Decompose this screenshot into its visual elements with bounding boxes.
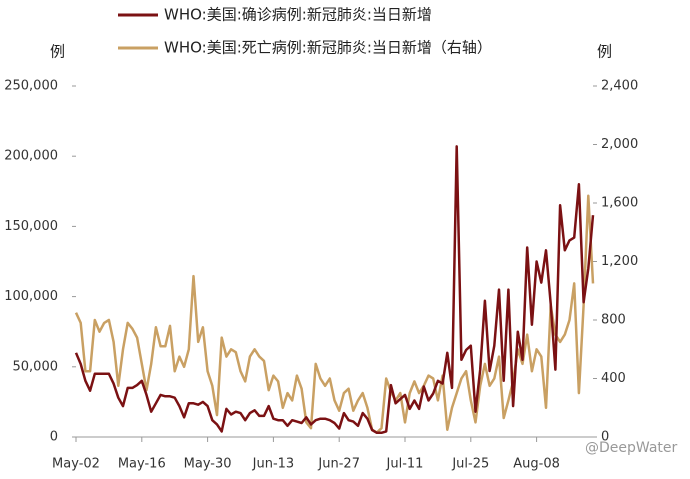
yticks-label: 0: [50, 430, 58, 445]
yticks-label: 250,000: [4, 79, 58, 94]
x-tick-label: Aug-08: [513, 457, 560, 472]
watermark: @DeepWater: [585, 440, 678, 456]
x-tick-label: May-16: [118, 457, 166, 472]
x-tick-label: Jul-25: [451, 457, 489, 472]
series-line: [74, 194, 595, 434]
y-axis-unit: 例: [50, 43, 65, 61]
yticks-label: 100,000: [4, 289, 58, 304]
yticks-label: 50,000: [13, 359, 59, 374]
y2ticks-label: 2,000: [601, 137, 638, 152]
y2ticks-label: 2,400: [601, 79, 638, 94]
x-tick-label: Jun-27: [317, 457, 360, 472]
legend-label: WHO:美国:确诊病例:新冠肺炎:当日新增: [164, 6, 432, 24]
x-tick-label: Jul-11: [386, 457, 424, 472]
y2ticks-label: 0: [601, 430, 609, 445]
y2ticks-label: 1,600: [601, 196, 638, 211]
x-tick-label: Jun-13: [252, 457, 295, 472]
yticks-label: 200,000: [4, 149, 58, 164]
yticks-label: 150,000: [4, 219, 58, 234]
x-tick-label: May-02: [52, 457, 100, 472]
legend-label: WHO:美国:死亡病例:新冠肺炎:当日新增（右轴）: [164, 39, 492, 57]
series-line: [74, 145, 595, 435]
y2-axis-unit: 例: [597, 43, 612, 61]
y2ticks-label: 1,200: [601, 254, 638, 269]
x-tick-label: May-30: [184, 457, 232, 472]
y2ticks-label: 800: [601, 313, 626, 328]
y2ticks-label: 400: [601, 371, 626, 386]
